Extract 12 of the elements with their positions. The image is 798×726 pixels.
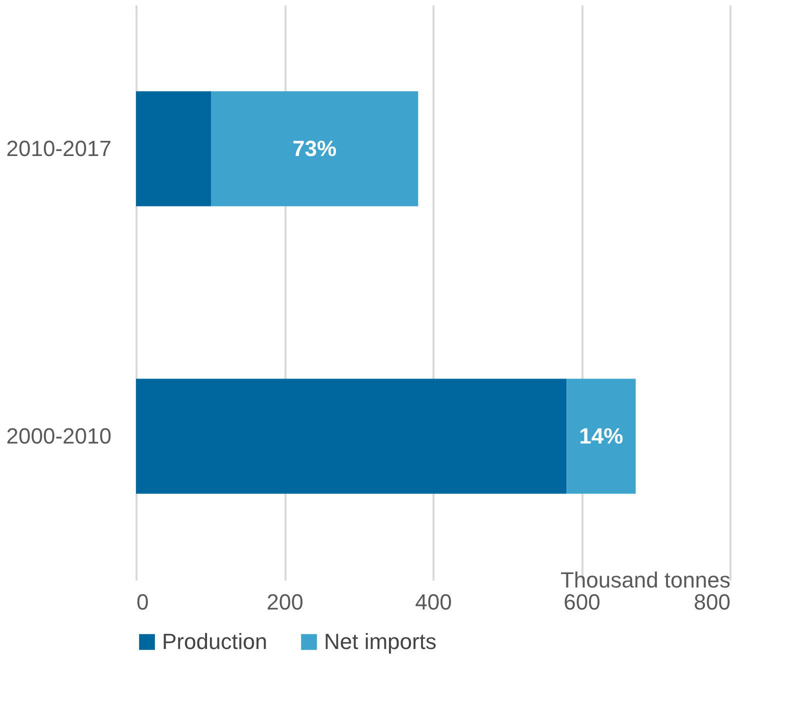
x-tick-label: 200 [266,590,304,614]
y-tick-label: 2010-2017 [6,136,112,161]
x-tick-label: 600 [564,590,600,614]
x-tick-label: 800 [694,590,730,614]
x-tick-label: 0 [136,590,149,614]
x-axis-title: Thousand tonnes [560,568,730,592]
y-tick-label: 2000-2010 [6,423,112,448]
annotation: 14% [579,423,624,448]
x-tick-label: 400 [415,590,452,614]
legend-label: Production [162,629,268,654]
legend-label: Net imports [324,629,436,654]
annotation: 73% [292,136,337,161]
